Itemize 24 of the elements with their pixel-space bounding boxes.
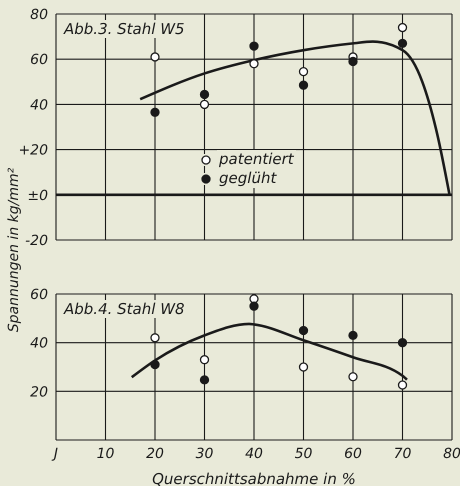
legend-label: patentiert (217, 150, 296, 169)
y-tick-label: 80 (30, 6, 48, 23)
legend-label: geglüht (217, 169, 278, 188)
y-axis-title: Spannungen in kg/mm² (6, 168, 22, 332)
x-tick-label: J (50, 446, 58, 462)
x-tick-label: 50 (294, 446, 312, 462)
y-tick-label: 40 (30, 97, 48, 114)
chart-title: Abb.3. Stahl W5 (62, 20, 187, 38)
y-tick-label: +20 (18, 142, 48, 159)
x-tick-label: 60 (344, 446, 362, 462)
x-tick-label: 40 (245, 446, 263, 462)
y-tick-label: 20 (30, 384, 48, 400)
y-tick-label: 60 (30, 52, 48, 68)
x-tick-label: 70 (394, 446, 412, 462)
y-tick-label: ±0 (27, 188, 48, 204)
x-tick-label: 10 (96, 446, 114, 462)
x-tick-label: 30 (196, 446, 214, 462)
x-tick-label: 80 (443, 446, 460, 462)
x-axis-title: Querschnittsabnahme in % (152, 470, 356, 486)
x-tick-label: 20 (146, 446, 164, 462)
y-tick-label: 60 (30, 286, 48, 303)
y-tick-label: -20 (25, 232, 48, 249)
y-tick-label: 40 (30, 336, 48, 352)
text: Abb.4. Stahl W8 (62, 300, 187, 318)
